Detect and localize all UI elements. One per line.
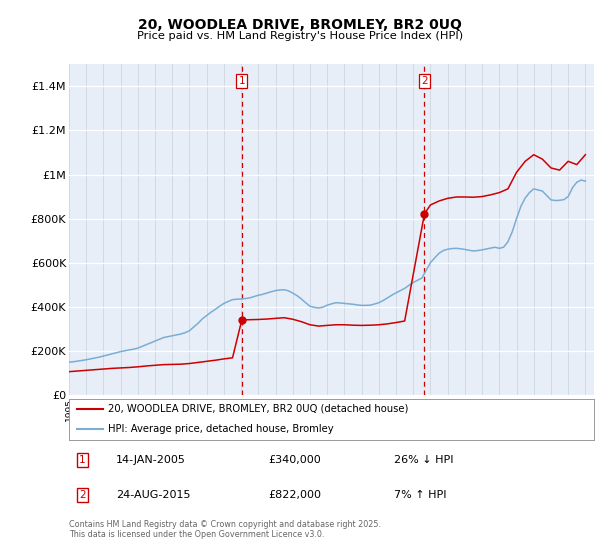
Text: £822,000: £822,000 (269, 490, 322, 500)
Text: 2: 2 (79, 490, 85, 500)
Text: Price paid vs. HM Land Registry's House Price Index (HPI): Price paid vs. HM Land Registry's House … (137, 31, 463, 41)
Text: £340,000: £340,000 (269, 455, 321, 465)
Text: 7% ↑ HPI: 7% ↑ HPI (395, 490, 447, 500)
Text: 1: 1 (239, 76, 245, 86)
Text: 14-JAN-2005: 14-JAN-2005 (116, 455, 186, 465)
Text: 20, WOODLEA DRIVE, BROMLEY, BR2 0UQ (detached house): 20, WOODLEA DRIVE, BROMLEY, BR2 0UQ (det… (109, 404, 409, 414)
Text: 20, WOODLEA DRIVE, BROMLEY, BR2 0UQ: 20, WOODLEA DRIVE, BROMLEY, BR2 0UQ (138, 18, 462, 32)
Text: 24-AUG-2015: 24-AUG-2015 (116, 490, 191, 500)
Text: Contains HM Land Registry data © Crown copyright and database right 2025.
This d: Contains HM Land Registry data © Crown c… (69, 520, 381, 539)
Text: 2: 2 (421, 76, 428, 86)
Text: 26% ↓ HPI: 26% ↓ HPI (395, 455, 454, 465)
Text: 1: 1 (79, 455, 85, 465)
Text: HPI: Average price, detached house, Bromley: HPI: Average price, detached house, Brom… (109, 424, 334, 434)
